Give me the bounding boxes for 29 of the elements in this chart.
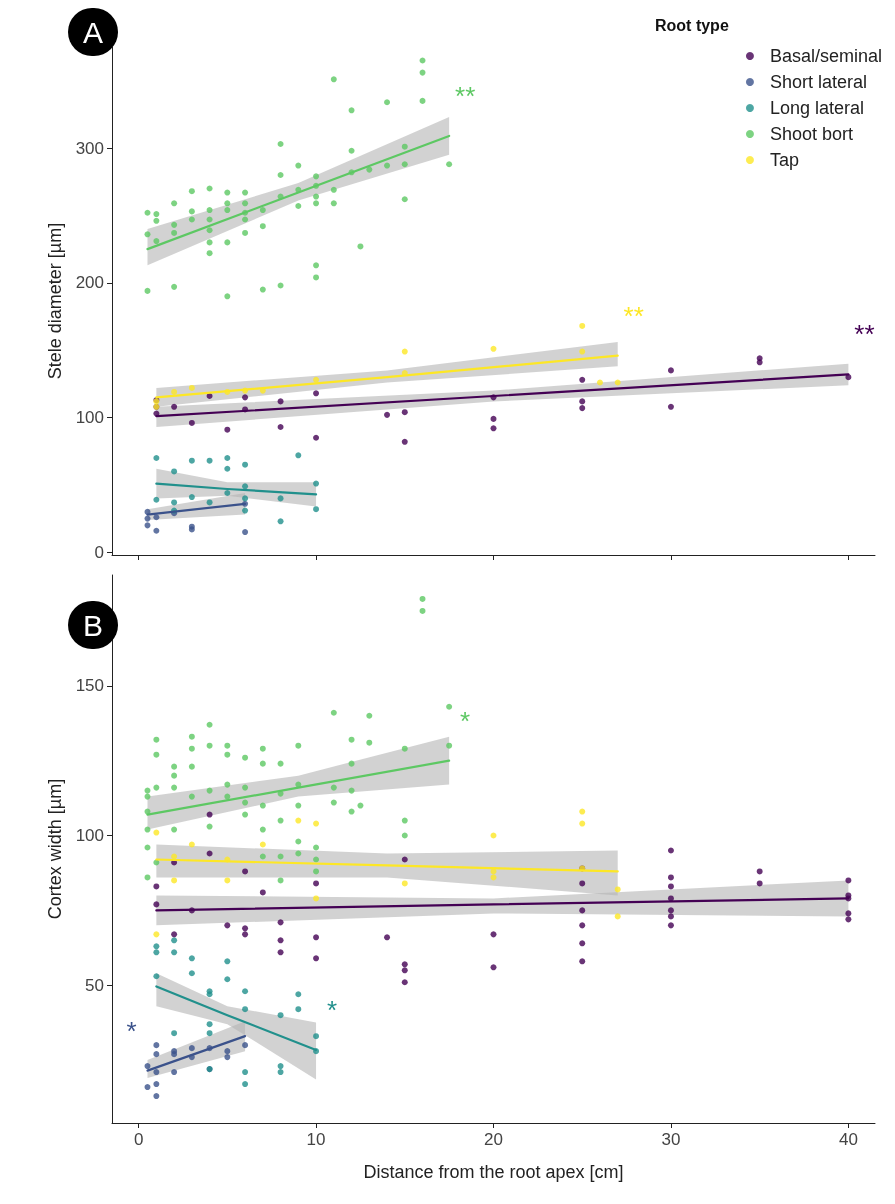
x-tick-label: 0 [133, 1130, 144, 1149]
y-axis-title: Cortex width [µm] [45, 778, 65, 920]
y-tick-label: 300 [75, 138, 104, 158]
y-tick-label: 100 [75, 408, 104, 428]
annotation: ** [854, 319, 875, 350]
legend-label: Long lateral [769, 98, 865, 118]
legend-label: Shoot bort [769, 124, 854, 144]
legend-label: Tap [769, 150, 799, 170]
x-tick-label: 10 [306, 1130, 326, 1149]
annotation: * [460, 705, 471, 736]
legend-label: Basal/seminal [769, 46, 883, 66]
annotation: * [327, 994, 338, 1025]
legend-label: Short lateral [769, 72, 868, 92]
text: B [83, 608, 104, 642]
y-axis-title: Stele diameter [µm] [45, 222, 65, 380]
x-tick-label: 40 [838, 1130, 858, 1149]
x-tick-label: 20 [484, 1130, 503, 1149]
annotation: ** [455, 80, 476, 111]
y-tick-label: 0 [94, 542, 104, 562]
y-tick-label: 50 [85, 975, 104, 995]
x-tick-label: 30 [661, 1130, 681, 1149]
annotation: ** [623, 300, 644, 331]
legend-title: Root type [655, 16, 729, 34]
y-tick-label: 150 [75, 676, 104, 696]
x-axis-title: Distance from the root apex [cm] [363, 1162, 624, 1182]
y-tick-label: 100 [75, 826, 104, 846]
annotation: * [126, 1015, 137, 1046]
y-tick-label: 200 [75, 273, 104, 293]
chart-title: A [83, 15, 104, 49]
